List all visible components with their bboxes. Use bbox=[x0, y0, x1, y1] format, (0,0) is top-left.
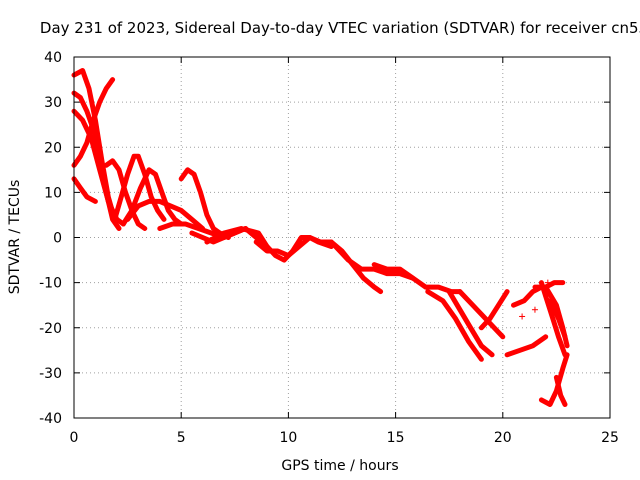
series-track-21 bbox=[478, 289, 510, 331]
series-track-19 bbox=[446, 289, 495, 358]
plot-frame bbox=[73, 56, 611, 419]
x-tick-label: 10 bbox=[279, 430, 297, 446]
x-tick-label: 25 bbox=[601, 430, 619, 446]
data-series bbox=[71, 68, 570, 407]
chart-title: Day 231 of 2023, Sidereal Day-to-day VTE… bbox=[40, 19, 640, 37]
x-tick-label: 20 bbox=[494, 430, 512, 446]
series-track-27 bbox=[538, 352, 570, 407]
series-track-29 bbox=[543, 280, 566, 290]
data-point-marker bbox=[544, 279, 551, 286]
series-track-5 bbox=[71, 176, 98, 204]
x-tick-label: 0 bbox=[70, 430, 79, 446]
series-track-7 bbox=[112, 153, 167, 222]
x-tick-label: 15 bbox=[387, 430, 405, 446]
series-track-22 bbox=[511, 284, 544, 308]
series-track-23 bbox=[504, 334, 549, 358]
series-track-14 bbox=[253, 235, 334, 258]
data-point-marker bbox=[519, 313, 526, 320]
y-tick-label: 40 bbox=[44, 50, 62, 66]
y-tick-label: 20 bbox=[44, 140, 62, 156]
y-tick-label: -40 bbox=[39, 411, 62, 427]
series-track-8 bbox=[120, 167, 184, 227]
series-track-28 bbox=[553, 374, 568, 407]
y-axis-label: SDTVAR / TECUs bbox=[7, 180, 23, 295]
series-track-6 bbox=[103, 158, 148, 231]
x-tick-label: 5 bbox=[177, 430, 186, 446]
series-track-26 bbox=[547, 298, 568, 340]
series-track-17 bbox=[371, 262, 463, 295]
x-axis-label: GPS time / hours bbox=[281, 458, 398, 474]
series-track-9 bbox=[125, 198, 206, 231]
y-tick-label: 30 bbox=[44, 95, 62, 111]
series-track-18 bbox=[425, 289, 484, 362]
series-track-24 bbox=[538, 280, 568, 358]
y-tick-label: 10 bbox=[44, 185, 62, 201]
series-track-4 bbox=[71, 77, 116, 168]
data-point-marker bbox=[531, 306, 538, 313]
series-track-20 bbox=[457, 289, 506, 340]
y-tick-label: -10 bbox=[39, 276, 62, 292]
series-track-13 bbox=[204, 226, 334, 263]
series-track-16 bbox=[333, 244, 416, 281]
y-tick-label: 0 bbox=[53, 231, 62, 247]
series-track-10 bbox=[178, 167, 231, 240]
y-tick-label: -20 bbox=[39, 321, 62, 337]
series-track-12 bbox=[189, 226, 270, 249]
grid bbox=[74, 57, 610, 418]
y-tick-label: -30 bbox=[39, 366, 62, 382]
